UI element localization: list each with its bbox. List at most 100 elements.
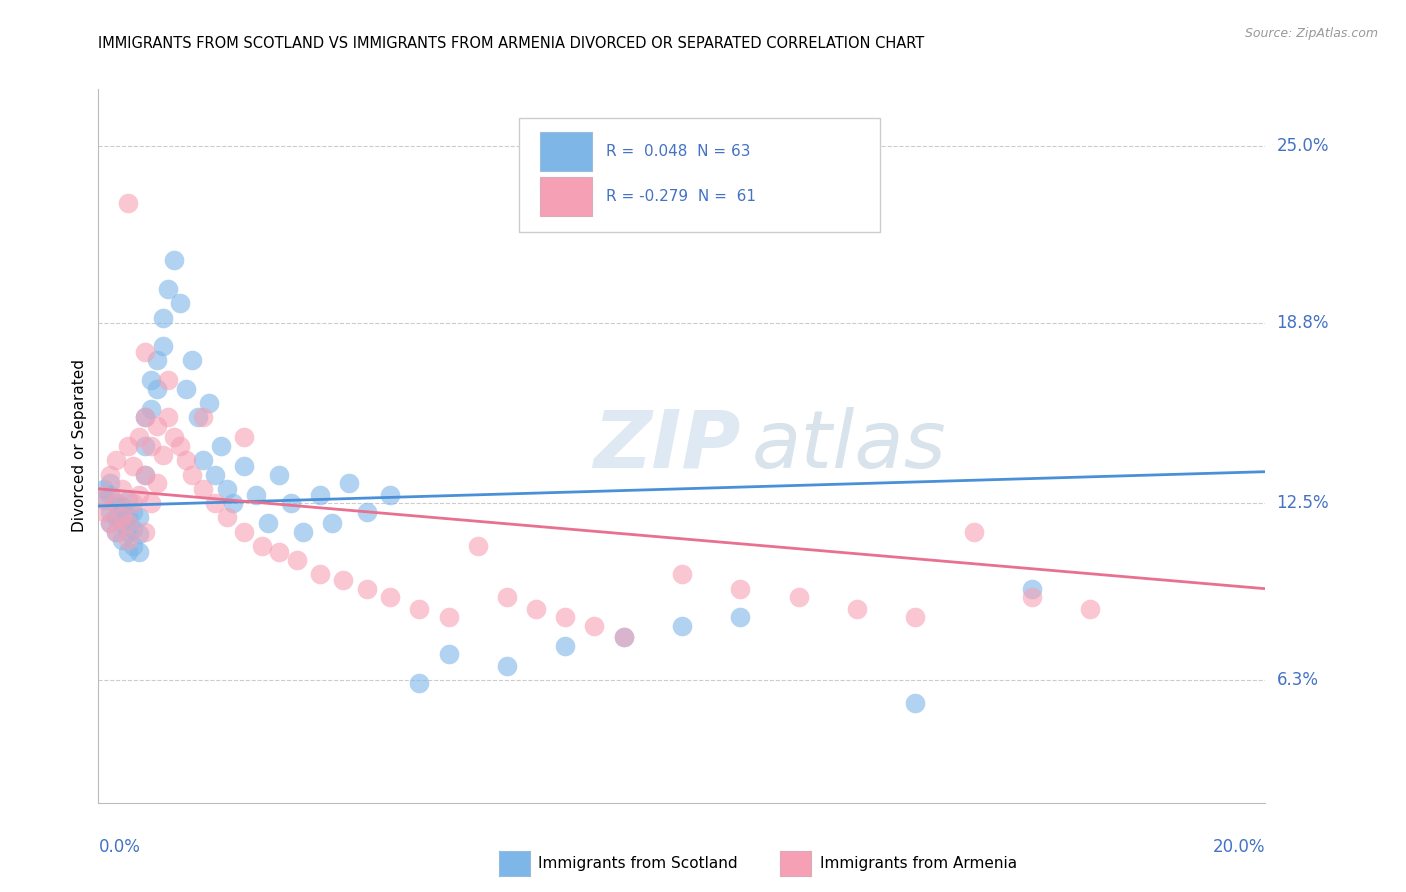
Point xyxy=(152,310,174,325)
Point xyxy=(93,482,115,496)
Point xyxy=(408,601,430,615)
Point xyxy=(904,610,927,624)
Text: ZIP: ZIP xyxy=(593,407,741,485)
FancyBboxPatch shape xyxy=(540,177,592,216)
Text: 25.0%: 25.0% xyxy=(1277,137,1329,155)
Point xyxy=(104,524,127,539)
Point xyxy=(269,467,291,482)
Point xyxy=(180,467,202,482)
Point xyxy=(174,382,197,396)
Text: 12.5%: 12.5% xyxy=(1277,494,1329,512)
Point xyxy=(122,496,145,510)
Point xyxy=(256,516,278,530)
Point xyxy=(198,396,221,410)
Point xyxy=(134,439,156,453)
Point xyxy=(1021,582,1043,596)
Point xyxy=(193,482,215,496)
Text: R =  0.048  N = 63: R = 0.048 N = 63 xyxy=(606,145,751,159)
Point xyxy=(128,527,150,541)
Point xyxy=(128,510,150,524)
Point xyxy=(117,533,139,548)
Point xyxy=(215,482,238,496)
Point xyxy=(111,510,134,524)
Point xyxy=(309,567,332,582)
Point xyxy=(728,610,751,624)
Point xyxy=(233,430,256,444)
Point xyxy=(250,539,273,553)
Point xyxy=(671,567,693,582)
Point xyxy=(111,482,134,496)
Point xyxy=(128,544,150,558)
Point xyxy=(134,410,156,425)
Point xyxy=(98,467,121,482)
Point xyxy=(98,505,121,519)
Point xyxy=(93,487,115,501)
Text: Immigrants from Armenia: Immigrants from Armenia xyxy=(820,856,1017,871)
Point xyxy=(146,382,169,396)
Point xyxy=(111,516,134,530)
Point xyxy=(122,458,145,473)
Point xyxy=(134,524,156,539)
Point xyxy=(111,499,134,513)
Point xyxy=(524,601,547,615)
Point xyxy=(1080,601,1102,615)
Point xyxy=(134,410,156,425)
Point xyxy=(104,524,127,539)
Point xyxy=(221,496,243,510)
Point xyxy=(104,510,127,524)
Point xyxy=(285,553,308,567)
FancyBboxPatch shape xyxy=(540,132,592,171)
Point xyxy=(139,373,162,387)
Point xyxy=(554,639,576,653)
Point xyxy=(134,467,156,482)
Point xyxy=(332,573,354,587)
Point xyxy=(174,453,197,467)
Text: 20.0%: 20.0% xyxy=(1213,838,1265,855)
Text: R = -0.279  N =  61: R = -0.279 N = 61 xyxy=(606,189,756,204)
Point xyxy=(245,487,267,501)
Point xyxy=(104,496,127,510)
Text: Immigrants from Scotland: Immigrants from Scotland xyxy=(538,856,738,871)
Point xyxy=(845,601,868,615)
Point xyxy=(139,439,162,453)
Point xyxy=(152,448,174,462)
Point xyxy=(152,339,174,353)
Point xyxy=(233,458,256,473)
Point xyxy=(408,676,430,690)
Point xyxy=(93,505,115,519)
Point xyxy=(321,516,343,530)
Point xyxy=(495,591,517,605)
Point xyxy=(437,648,460,662)
Point xyxy=(378,591,402,605)
Point xyxy=(117,510,139,524)
Point xyxy=(583,619,606,633)
Point xyxy=(187,410,209,425)
Point xyxy=(337,476,360,491)
Point xyxy=(495,658,517,673)
Point xyxy=(139,496,162,510)
Point xyxy=(134,467,156,482)
Point xyxy=(728,582,751,596)
Point xyxy=(93,493,115,508)
Point xyxy=(146,353,169,368)
Point xyxy=(215,510,238,524)
Point xyxy=(117,524,139,539)
Point xyxy=(904,696,927,710)
Point xyxy=(117,544,139,558)
Text: atlas: atlas xyxy=(752,407,946,485)
Point xyxy=(356,582,378,596)
Point xyxy=(98,487,121,501)
Point xyxy=(146,419,169,434)
Point xyxy=(169,296,191,310)
Y-axis label: Divorced or Separated: Divorced or Separated xyxy=(72,359,87,533)
Point xyxy=(204,496,226,510)
Point xyxy=(163,253,186,268)
Point xyxy=(111,533,134,548)
Point xyxy=(104,453,127,467)
Point xyxy=(169,439,191,453)
Point xyxy=(157,410,180,425)
Point xyxy=(554,610,576,624)
Point xyxy=(128,487,150,501)
Point xyxy=(612,630,634,644)
Text: 0.0%: 0.0% xyxy=(98,838,141,855)
